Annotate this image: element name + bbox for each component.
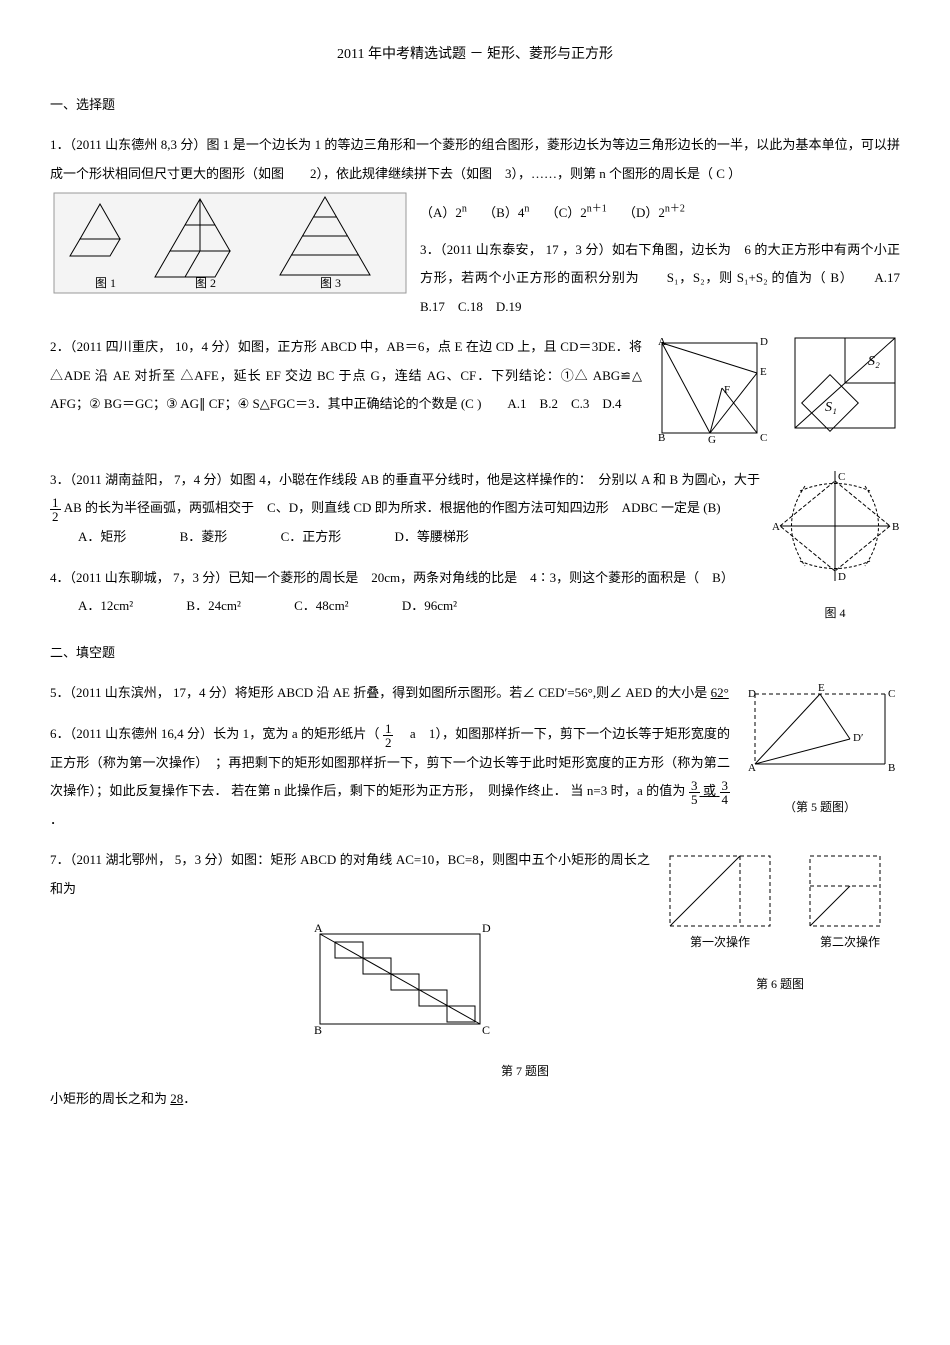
- svg-text:E: E: [818, 682, 825, 694]
- svg-text:D: D: [482, 921, 491, 935]
- question-2: S₁ S₂ A D E F B G C 2．（2011 四川重庆， 10，4 分…: [50, 333, 900, 454]
- q1-options: （A）2n （B）4n （C）2n＋1 （D）2n＋2: [420, 199, 900, 228]
- fig-label-1: 图 1: [95, 276, 116, 290]
- svg-text:B: B: [892, 521, 899, 533]
- question-4: 4．（2011 山东聊城， 7，3 分）已知一个菱形的周长是 20cm，两条对角…: [50, 564, 900, 627]
- q6-figure: 第一次操作 第二次操作: [660, 846, 900, 956]
- question-1: 1．（2011 山东德州 8,3 分）图 1 是一个边长为 1 的等边三角形和一…: [50, 131, 900, 321]
- svg-text:B: B: [658, 432, 665, 443]
- q1-text: 1．（2011 山东德州 8,3 分）图 1 是一个边长为 1 的等边三角形和一…: [50, 131, 900, 188]
- q4-opt-c: C．48cm²: [294, 592, 348, 621]
- q3-opt-a: A．矩形: [78, 523, 126, 552]
- svg-text:E: E: [760, 366, 767, 378]
- q6-text: 6．（2011 山东德州 16,4 分）长为 1，宽为 a 的矩形纸片（ 12 …: [50, 720, 900, 834]
- question-5: D E C D′ A B （第 5 题图） 5．（2011 山东滨州， 17，4…: [50, 679, 900, 708]
- svg-text:A: A: [314, 921, 323, 935]
- q1-opt-a: （A）2n: [420, 205, 467, 220]
- q2-figure: A D E F B G C: [652, 333, 772, 443]
- q3-opt-c: C．正方形: [281, 523, 342, 552]
- q4-opt-a: A．12cm²: [78, 592, 133, 621]
- q6-fig-caption: 第 6 题图: [660, 971, 900, 997]
- svg-text:第一次操作: 第一次操作: [690, 934, 750, 949]
- q7-figure: A D B C: [300, 914, 500, 1044]
- svg-text:S₁: S₁: [825, 400, 837, 415]
- svg-text:第二次操作: 第二次操作: [820, 934, 880, 949]
- q7-answer: 28: [170, 1091, 183, 1106]
- svg-text:C: C: [888, 688, 895, 700]
- svg-text:C: C: [838, 471, 845, 483]
- section-1-heading: 一、选择题: [50, 91, 900, 120]
- svg-text:A: A: [772, 521, 780, 533]
- page-title: 2011 年中考精选试题 － 矩形、菱形与正方形: [50, 40, 900, 71]
- q5-answer: 62°: [711, 685, 729, 700]
- svg-text:A: A: [658, 336, 666, 348]
- q1b-figure: S₁ S₂: [790, 333, 900, 433]
- q6-answer: 35 或 34: [689, 783, 730, 798]
- q4-opt-d: D．96cm²: [402, 592, 457, 621]
- q1-figure: 图 1 图 2 图 3: [50, 189, 410, 309]
- svg-text:D: D: [748, 688, 756, 700]
- q1-opt-b: （B）4n: [483, 205, 529, 220]
- question-7: 第一次操作 第二次操作 第 6 题图 7．（2011 湖北鄂州， 5，3 分）如…: [50, 846, 900, 1113]
- question-6: 6．（2011 山东德州 16,4 分）长为 1，宽为 a 的矩形纸片（ 12 …: [50, 720, 900, 834]
- q4-text: 4．（2011 山东聊城， 7，3 分）已知一个菱形的周长是 20cm，两条对角…: [50, 564, 900, 593]
- q1-opt-c: （C）2n＋1: [546, 205, 607, 220]
- svg-text:F: F: [724, 384, 730, 396]
- q3-opt-b: B．菱形: [180, 523, 228, 552]
- svg-text:B: B: [314, 1023, 322, 1037]
- svg-text:C: C: [482, 1023, 490, 1037]
- svg-text:C: C: [760, 432, 767, 443]
- q4-opt-b: B．24cm²: [186, 592, 240, 621]
- q4-options: A．12cm² B．24cm² C．48cm² D．96cm²: [78, 592, 900, 621]
- q7-tail: 小矩形的周长之和为 28．: [50, 1085, 900, 1114]
- svg-text:G: G: [708, 434, 716, 443]
- q7-fig-caption: 第 7 题图: [150, 1058, 900, 1084]
- svg-text:S₂: S₂: [868, 354, 880, 369]
- section-2-heading: 二、填空题: [50, 639, 900, 668]
- fig-label-3: 图 3: [320, 276, 341, 290]
- q2-text: 2．（2011 四川重庆， 10，4 分）如图，正方形 ABCD 中，AB＝6，…: [50, 333, 900, 419]
- q1b-text: 3．（2011 山东泰安， 17 ，3 分）如右下角图，边长为 6 的大正方形中…: [420, 236, 900, 322]
- svg-text:D: D: [760, 336, 768, 348]
- q1-opt-d: （D）2n＋2: [623, 205, 685, 220]
- q3-opt-d: D．等腰梯形: [394, 523, 468, 552]
- fig-label-2: 图 2: [195, 276, 216, 290]
- question-3: A B C D 图 4 3．（2011 湖南益阳， 7，4 分）如图 4，小聪在…: [50, 466, 900, 552]
